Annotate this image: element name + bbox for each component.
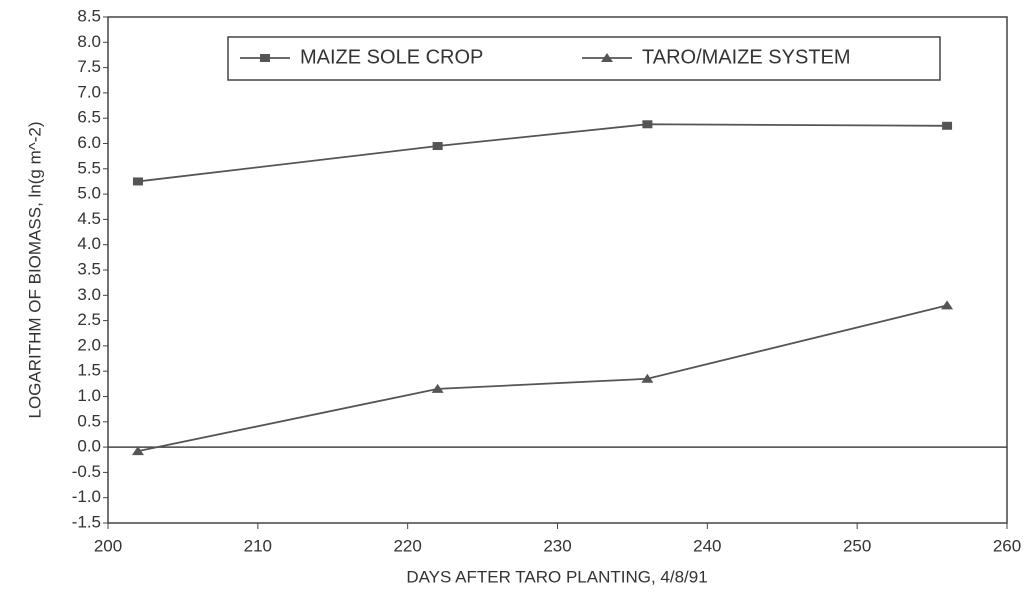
y-tick-label: 3.5 [77,259,101,278]
x-tick-label: 230 [543,536,571,555]
y-tick-label: 1.0 [77,386,101,405]
y-tick-label: 2.5 [77,310,101,329]
marker [131,446,144,456]
x-tick-label: 200 [94,536,122,555]
marker [601,53,613,62]
y-tick-label: 4.0 [77,234,101,253]
y-tick-label: 5.5 [77,158,101,177]
legend-label: MAIZE SOLE CROP [300,46,483,68]
y-tick-label: -0.5 [72,462,101,481]
x-tick-label: 210 [244,536,272,555]
marker [642,120,653,129]
y-tick-label: 0.5 [77,411,101,430]
marker [431,383,444,393]
y-tick-label: 6.5 [77,108,101,127]
y-tick-label: 8.0 [77,32,101,51]
x-tick-label: 240 [693,536,721,555]
marker [641,373,654,383]
y-tick-label: 6.0 [77,133,101,152]
legend-label: TARO/MAIZE SYSTEM [642,46,851,68]
x-axis-label: DAYS AFTER TARO PLANTING, 4/8/91 [406,567,707,586]
y-tick-label: 0.0 [77,437,101,456]
y-axis-label: LOGARITHM OF BIOMASS, ln(g m^-2) [25,121,44,418]
marker [260,54,270,62]
y-tick-label: 8.5 [77,6,101,25]
marker [132,177,143,186]
y-tick-label: 1.5 [77,361,101,380]
marker [941,300,954,310]
marker [942,121,953,130]
y-tick-label: 4.5 [77,209,101,228]
x-tick-label: 220 [393,536,421,555]
y-tick-label: 2.0 [77,335,101,354]
series-line [137,304,948,453]
x-tick-label: 260 [993,536,1021,555]
series-line [137,123,948,183]
x-tick-label: 250 [843,536,871,555]
y-tick-label: 7.5 [77,57,101,76]
y-tick-label: 3.0 [77,285,101,304]
y-tick-label: -1.0 [72,487,101,506]
marker [432,142,443,151]
y-tick-label: 7.0 [77,82,101,101]
y-tick-label: -1.5 [72,512,101,531]
y-tick-label: 5.0 [77,184,101,203]
